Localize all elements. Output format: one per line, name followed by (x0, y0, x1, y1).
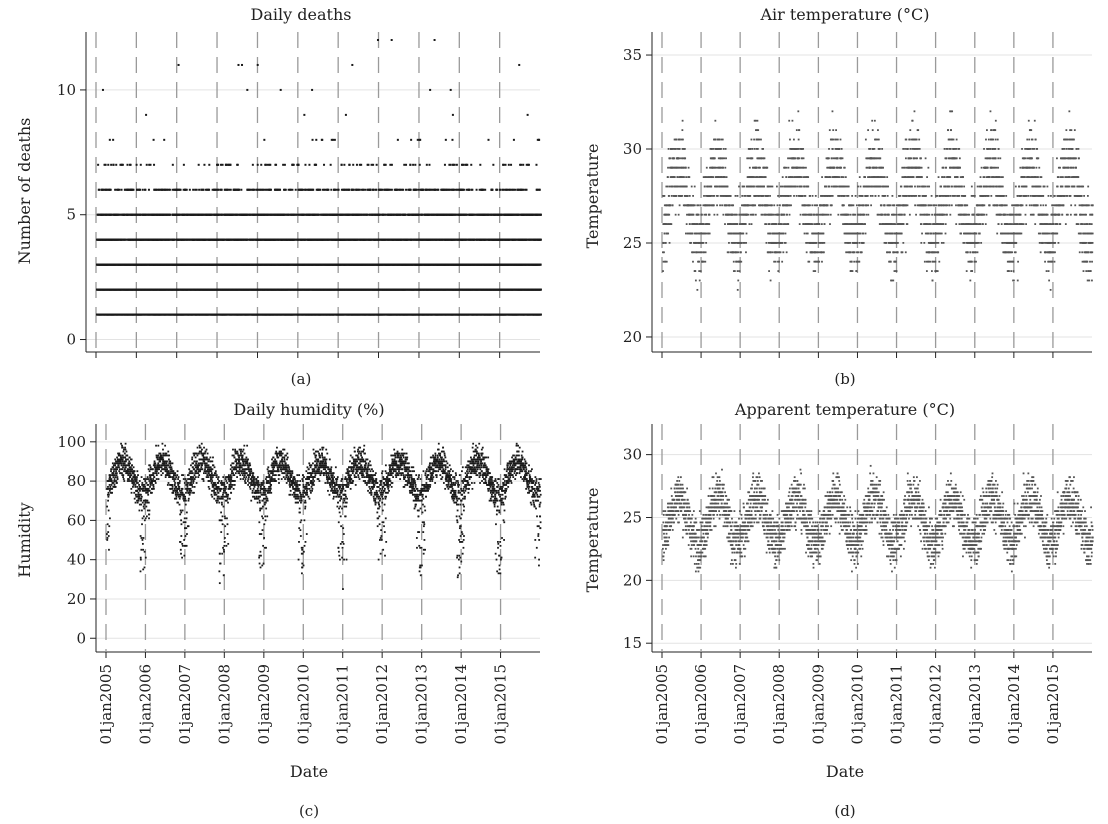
panel-a-plot: 0 5 10 (57, 32, 542, 358)
panel-a-points (96, 39, 542, 316)
panel-a-y-tick-label-2: 10 (57, 81, 76, 99)
panel-a-point (539, 288, 542, 291)
panel-a-y-axis-label: Number of deaths (15, 118, 34, 265)
panel-a-title: Daily deaths (251, 5, 352, 24)
panel-a-point (539, 313, 542, 316)
panel-a-level-3 (96, 263, 542, 266)
panel-a-level-1 (96, 313, 542, 316)
panel-a-y-tick-label-0: 0 (66, 331, 76, 349)
panel-a-y-tick-label-1: 5 (66, 206, 76, 224)
panel-a-level-2 (96, 288, 542, 291)
